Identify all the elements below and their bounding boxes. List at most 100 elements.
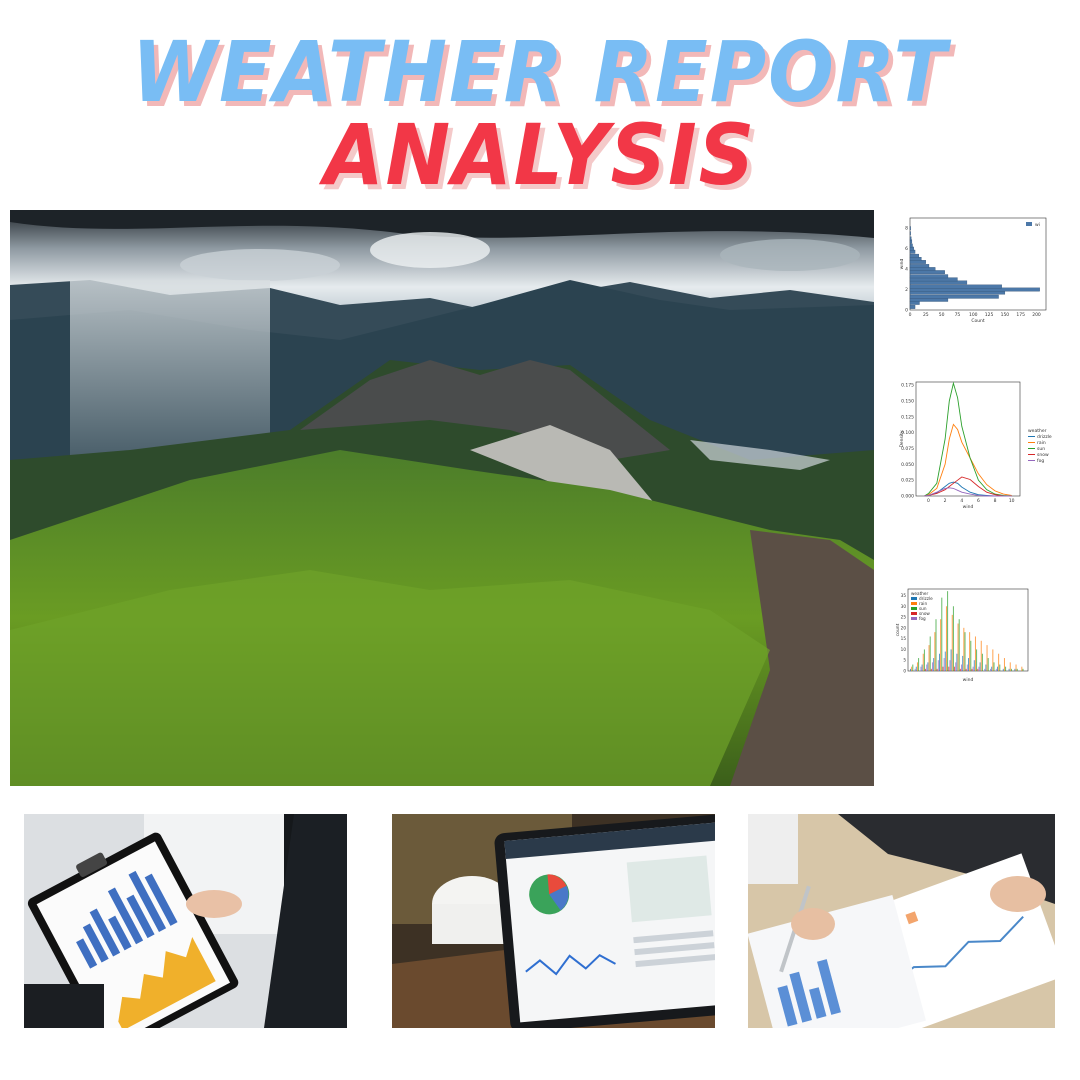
- count-bar-sun: [1022, 668, 1024, 671]
- count-bar-rain: [940, 619, 942, 671]
- count-bar-sun: [923, 649, 925, 671]
- histogram-bar: [909, 305, 916, 309]
- x-axis-label: Count: [971, 318, 985, 324]
- histogram-bar: [909, 243, 913, 248]
- legend-swatch-sun: [911, 607, 917, 610]
- histogram-bar: [909, 226, 911, 231]
- histogram-bar: [909, 274, 949, 279]
- photo-reports-pen: [748, 814, 1055, 1028]
- count-bar-sun: [912, 664, 914, 671]
- x-tick-label: 0: [909, 312, 912, 318]
- hero-mountain-photo: [10, 210, 874, 786]
- count-bar-rain: [1003, 658, 1005, 671]
- count-bar-sun: [929, 636, 931, 671]
- x-axis-label: wind: [963, 504, 974, 510]
- x-tick-label: 25: [923, 312, 929, 318]
- count-bar-sun: [935, 619, 937, 671]
- wind-density-chart: 0 2 4 6 8 10 0.000 0.025 0.050 0.075 0.100 0.125 0.1…: [896, 376, 1060, 516]
- legend-swatch-drizzle: [911, 597, 917, 600]
- count-bar-drizzle: [944, 651, 946, 671]
- count-bar-drizzle: [933, 658, 935, 671]
- count-bar-rain: [980, 640, 982, 671]
- photo-tablet-dashboard: [392, 814, 715, 1028]
- count-bar-fog: [926, 664, 928, 671]
- clipboard-chart-illustration: [24, 814, 347, 1028]
- count-bar-fog: [972, 666, 974, 671]
- histogram-bar: [909, 236, 912, 241]
- wind-histogram-svg: 0 25 50 75 100 125 150 175 200 0 2 4 6 8 Count wind wi: [899, 217, 1047, 324]
- density-line-fog: [924, 487, 1012, 497]
- legend-swatch-fog: [911, 617, 917, 620]
- count-bar-sun: [1005, 666, 1007, 671]
- tablet-dashboard-illustration: [392, 814, 715, 1028]
- legend-swatch-rain: [911, 602, 917, 605]
- count-bar-rain: [974, 636, 976, 671]
- count-bar-drizzle: [979, 662, 981, 671]
- count-bar-snow: [977, 668, 979, 671]
- histogram-bar: [909, 253, 920, 258]
- count-bar-sun: [987, 658, 989, 671]
- count-bar-snow: [925, 668, 927, 671]
- count-bar-drizzle: [991, 666, 993, 671]
- y-tick-label: 0.025: [901, 478, 914, 484]
- count-bar-rain: [957, 623, 959, 671]
- histogram-bar: [909, 264, 930, 268]
- count-bar-fog: [943, 658, 945, 671]
- x-axis-label: wind: [963, 677, 974, 683]
- x-tick-label: 150: [1001, 312, 1010, 318]
- count-bar-snow: [971, 668, 973, 671]
- count-bar-drizzle: [939, 653, 940, 671]
- count-bar-fog: [995, 668, 997, 671]
- count-bar-rain: [916, 662, 918, 671]
- count-bar-sun: [941, 597, 943, 671]
- count-bar-rain: [911, 666, 913, 671]
- count-bar-sun: [952, 606, 954, 671]
- legend-entry-sun: sun: [919, 606, 927, 611]
- count-bar-fog: [920, 666, 922, 671]
- legend-entry-snow: snow: [919, 611, 930, 616]
- count-bar-rain: [928, 645, 930, 671]
- count-bar-rain: [1021, 666, 1023, 671]
- count-bar-drizzle: [910, 668, 911, 671]
- legend-swatch: [1026, 222, 1032, 226]
- count-bar-sun: [947, 591, 949, 671]
- y-tick-label: 0: [903, 669, 906, 674]
- y-axis-label: wind: [900, 259, 905, 270]
- y-axis-label: Density: [899, 430, 905, 447]
- count-bar-drizzle: [956, 653, 958, 671]
- x-tick-label: 4: [960, 498, 963, 504]
- x-tick-label: 100: [969, 312, 978, 318]
- count-bar-drizzle: [927, 662, 929, 671]
- count-bar-snow: [959, 668, 961, 671]
- reports-pen-illustration: [748, 814, 1055, 1028]
- count-bar-rain: [934, 632, 936, 671]
- count-bar-drizzle: [915, 666, 917, 671]
- y-tick-label: 0.175: [901, 383, 914, 389]
- x-tick-label: 8: [994, 498, 997, 504]
- count-bar-snow: [930, 668, 932, 671]
- x-tick-label: 2: [944, 498, 947, 504]
- title-line-1: WEATHER REPORT: [131, 23, 949, 121]
- x-tick-label: 10: [1009, 498, 1015, 504]
- legend-entry-rain: rain: [919, 601, 927, 606]
- y-tick-label: 20: [901, 625, 907, 630]
- count-bar-rain: [986, 645, 988, 671]
- plot-frame: [915, 381, 1021, 497]
- legend-entry-rain: rain: [1037, 440, 1046, 446]
- legend-title: weather: [1028, 428, 1047, 434]
- y-axis-label: count: [896, 623, 901, 636]
- count-bar-drizzle: [1008, 668, 1010, 671]
- count-bar-drizzle: [1002, 668, 1004, 671]
- count-bar-snow: [936, 668, 938, 671]
- count-bar-rain: [998, 653, 1000, 671]
- count-bar-sun: [993, 662, 995, 671]
- wind-count-chart: 0 5 10 15 20 25 30 35 wind count weather drizzle rai…: [895, 585, 1036, 685]
- count-bar-fog: [984, 668, 986, 671]
- count-bar-rain: [945, 606, 947, 671]
- x-tick-label: 175: [1016, 312, 1025, 318]
- count-bar-rain: [969, 632, 971, 671]
- count-bar-fog: [949, 660, 951, 671]
- photo-clipboard-charts: [24, 814, 347, 1028]
- y-tick-label: 0.075: [901, 446, 914, 452]
- legend-entry-sun: sun: [1037, 447, 1045, 452]
